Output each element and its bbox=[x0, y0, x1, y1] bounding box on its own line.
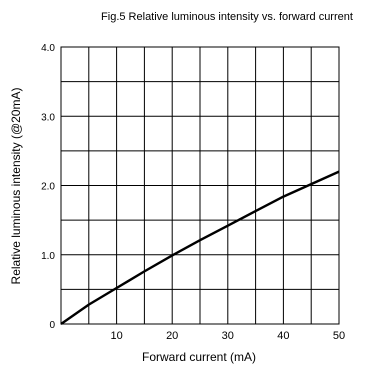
x-tick-label: 30 bbox=[222, 330, 234, 342]
y-axis-label: Relative luminous intensity (@20mA) bbox=[9, 88, 23, 285]
y-tick-label: 0 bbox=[49, 320, 55, 331]
series-line bbox=[60, 170, 340, 325]
y-tick-label: 1.0 bbox=[41, 251, 55, 262]
x-tick-label: 50 bbox=[333, 330, 345, 342]
y-tick-label: 2.0 bbox=[41, 182, 55, 193]
x-axis-ticks: 10 20 30 40 50 bbox=[110, 330, 345, 342]
plot-frame bbox=[60, 46, 340, 325]
x-tick-label: 10 bbox=[110, 330, 122, 342]
series-layer bbox=[60, 170, 340, 325]
y-tick-label: 3.0 bbox=[41, 112, 55, 123]
x-tick-label: 20 bbox=[166, 330, 178, 342]
y-axis-ticks: 0 1.0 2.0 3.0 4.0 bbox=[41, 43, 55, 331]
grid bbox=[61, 46, 340, 324]
x-tick-label: 40 bbox=[277, 330, 289, 342]
x-axis-label: Forward current (mA) bbox=[142, 350, 256, 364]
y-tick-label: 4.0 bbox=[41, 43, 55, 54]
chart-title: Fig.5 Relative luminous intensity vs. fo… bbox=[101, 11, 353, 23]
